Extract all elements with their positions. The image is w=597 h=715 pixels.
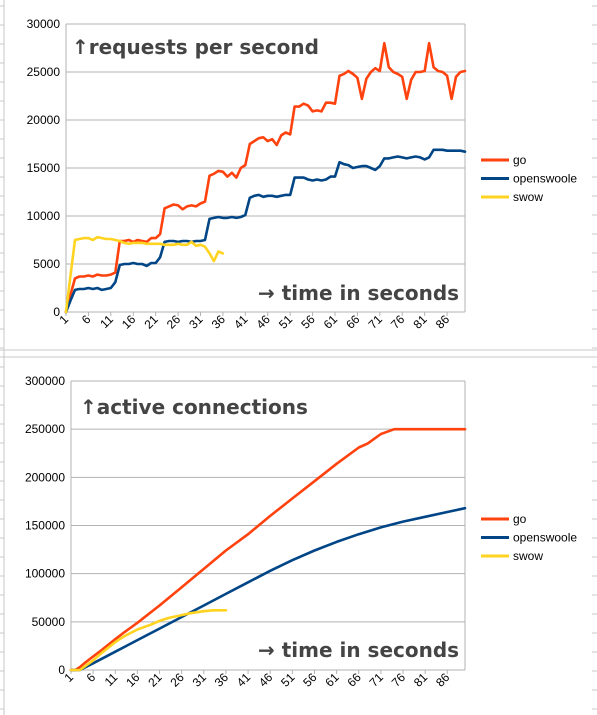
- y-tick-label: 100000: [25, 567, 65, 581]
- x-tick-label: 66: [343, 312, 363, 332]
- series-line-swow: [69, 609, 228, 672]
- legend-label-swow: swow: [513, 549, 543, 563]
- chart-annotation-title: ↑requests per second: [72, 35, 319, 59]
- x-tick-label: 81: [410, 312, 430, 332]
- legend-label-swow: swow: [513, 190, 543, 204]
- x-tick-label: 36: [209, 312, 229, 332]
- y-tick-label: 250000: [25, 422, 65, 436]
- x-tick-label: 66: [345, 670, 365, 690]
- x-tick-label: 56: [300, 670, 320, 690]
- series-lines: [69, 427, 467, 672]
- legend-label-openswoole: openswoole: [513, 172, 577, 186]
- y-tick-label: 300000: [25, 374, 65, 388]
- x-tick-label: 26: [164, 312, 184, 332]
- x-tick-label: 46: [254, 312, 274, 332]
- x-tick-label: 6: [79, 312, 94, 327]
- legend-label-go: go: [513, 153, 527, 167]
- x-tick-label: 56: [298, 312, 318, 332]
- y-tick-label: 0: [53, 305, 60, 319]
- x-tick-label: 86: [433, 312, 453, 332]
- y-tick-label: 150000: [25, 519, 65, 533]
- x-tick-label: 26: [167, 670, 187, 690]
- legend: go openswoole swow: [481, 512, 577, 563]
- legend-label-go: go: [513, 512, 527, 526]
- y-tick-label: 200000: [25, 470, 65, 484]
- series-line-openswoole: [64, 148, 467, 314]
- x-tick-label: 51: [278, 670, 298, 690]
- x-tick-label: 41: [234, 670, 254, 690]
- x-tick-label: 71: [366, 312, 386, 332]
- x-tick-label: 31: [186, 312, 206, 332]
- x-tick-label: 6: [84, 670, 99, 685]
- x-tick-label: 76: [389, 670, 409, 690]
- x-axis-ticks: 1 6 11 16 21 26 31 36 41 46 51 56 61 66 71 76 81 86: [61, 670, 452, 690]
- legend-label-openswoole: openswoole: [513, 531, 577, 545]
- x-tick-label: 1: [61, 670, 76, 685]
- x-tick-label: 71: [367, 670, 387, 690]
- y-axis-ticks: 0 50000 100000 150000 200000 250000 300000: [25, 374, 65, 677]
- y-tick-label: 25000: [27, 65, 61, 79]
- x-axis-ticks: 1 6 11 16 21 26 31 36 41 46 51 56 61 66 71 76 81 86: [56, 312, 452, 332]
- x-tick-label: 41: [231, 312, 251, 332]
- x-tick-label: 81: [411, 670, 431, 690]
- y-tick-label: 5000: [33, 257, 60, 271]
- x-tick-label: 51: [276, 312, 296, 332]
- y-axis-ticks: 0 5000 10000 15000 20000 25000 30000: [27, 17, 61, 319]
- chart-annotation-xaxis: → time in seconds: [258, 638, 459, 662]
- x-tick-label: 16: [119, 312, 139, 332]
- series-line-go: [64, 41, 467, 314]
- gridlines: [66, 23, 465, 313]
- x-tick-label: 11: [102, 670, 121, 689]
- series-lines: [64, 41, 467, 314]
- y-tick-label: 30000: [27, 17, 61, 31]
- series-line-go: [69, 427, 467, 672]
- x-tick-label: 1: [56, 312, 71, 327]
- x-tick-label: 31: [190, 670, 210, 690]
- x-tick-label: 76: [388, 312, 408, 332]
- x-tick-label: 46: [256, 670, 276, 690]
- y-tick-label: 50000: [32, 615, 66, 629]
- series-line-openswoole: [69, 506, 467, 672]
- chart-annotation-title: ↑active connections: [80, 395, 308, 419]
- y-tick-label: 10000: [27, 209, 61, 223]
- x-tick-label: 21: [145, 670, 165, 690]
- chart-annotation-xaxis: → time in seconds: [258, 281, 459, 305]
- x-tick-label: 36: [212, 670, 232, 690]
- x-tick-label: 86: [433, 670, 453, 690]
- series-line-swow: [64, 235, 225, 314]
- legend: go openswoole swow: [481, 153, 577, 204]
- x-tick-label: 16: [123, 670, 143, 690]
- y-tick-label: 15000: [27, 161, 61, 175]
- x-tick-label: 61: [321, 312, 341, 332]
- y-tick-label: 20000: [27, 113, 61, 127]
- x-tick-label: 61: [322, 670, 342, 690]
- y-tick-label: 0: [58, 663, 65, 677]
- x-tick-label: 11: [97, 312, 116, 331]
- x-tick-label: 21: [141, 312, 161, 332]
